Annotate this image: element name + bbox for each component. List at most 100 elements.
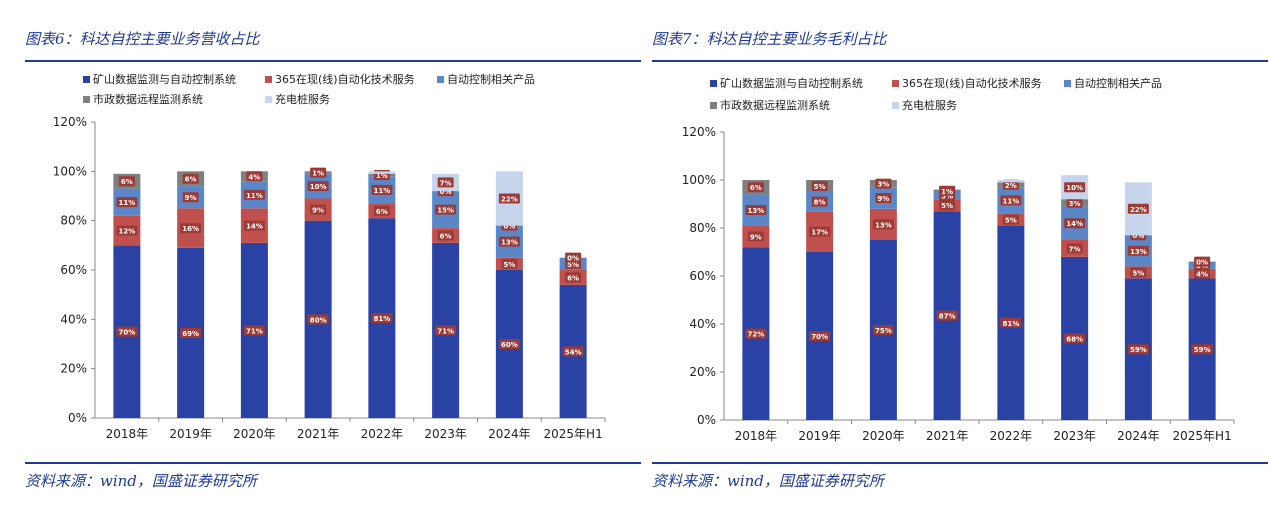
legend-swatch [83,76,90,83]
panel-gross-profit-share: 图表7：科达自控主要业务毛利占比 矿山数据监测与自动控制系统 365在现(线)自动… [652,0,1268,520]
data-label-box [745,205,767,215]
data-label: 9% [750,233,762,241]
data-label-box [875,178,892,189]
legend-label: 市政数据远程监测系统 [93,92,203,106]
data-label-box [1194,256,1211,267]
data-label-box [1066,197,1083,208]
x-tick-label: 2024年 [1117,429,1160,443]
data-label: 6% [121,178,133,186]
data-label-box [371,313,393,324]
data-label-box [498,236,520,247]
data-label: 6% [185,176,197,184]
y-tick-label: 80% [60,214,87,228]
data-label-box [1194,268,1211,279]
legend-swatch [437,76,444,83]
data-label: 7% [440,179,452,187]
data-label: 1% [941,188,953,196]
data-label-box [116,326,138,337]
data-label-box [939,200,956,211]
data-label: 22% [501,195,518,203]
data-label: 70% [118,329,135,337]
title-rule [652,60,1268,62]
legend-swatch [892,80,899,87]
legend-swatch [710,80,717,87]
data-label: 4% [1196,271,1208,279]
x-tick-label: 2023年 [424,427,467,441]
y-tick-label: 120% [682,125,716,139]
data-label: 1% [312,170,324,178]
data-label-box [1064,333,1086,344]
data-label-box [747,231,764,242]
data-label-box [116,225,138,236]
data-label: 16% [182,225,199,233]
data-label: 11% [1002,197,1019,205]
data-label-box [246,171,263,182]
data-label-box [1130,267,1147,278]
data-label-box [745,328,767,339]
data-label: 0% [567,255,579,263]
figure-title: 图表6：科达自控主要业务营收占比 [25,30,260,48]
data-label: 5% [503,261,515,269]
data-label: 60% [501,341,518,349]
source-rule [25,462,641,464]
x-tick-label: 2025年H1 [544,427,603,441]
legend-swatch [710,102,717,109]
data-label: 81% [1002,320,1019,328]
figure-title: 图表7：科达自控主要业务毛利占比 [652,30,887,48]
data-label-box [180,327,202,338]
data-label: 54% [565,348,582,356]
data-label: 59% [1194,346,1211,354]
y-tick-label: 60% [689,269,716,283]
data-label-box [307,314,329,325]
data-label: 6% [750,184,762,192]
data-label-box [435,325,457,336]
x-tick-label: 2019年 [169,427,212,441]
data-label-box [310,204,327,215]
data-label-box [182,173,199,184]
data-label-box [435,204,457,215]
y-tick-label: 40% [689,317,716,331]
data-label-box [1002,214,1019,225]
data-label: 13% [875,221,892,229]
data-label: 3% [1069,200,1081,208]
data-label-box [182,192,199,203]
source-rule [652,462,1268,464]
data-label: 13% [747,207,764,215]
data-label: 12% [118,228,135,236]
legend-label: 充电桩服务 [902,98,957,112]
y-tick-label: 120% [53,115,87,129]
data-label: 17% [811,229,828,237]
data-label: 0% [503,223,515,231]
data-label-box [243,325,265,336]
legend-label: 自动控制相关产品 [1074,76,1162,90]
data-label: 71% [437,327,454,335]
data-label-box [811,181,828,191]
data-label-box [310,167,327,178]
revenue-share-chart: 矿山数据监测与自动控制系统 365在现(线)自动化技术服务 自动控制相关产品市政数据… [53,72,606,441]
data-label: 14% [246,223,263,231]
data-label-box [809,226,831,237]
data-label-box [498,193,520,204]
data-label: 3% [877,181,889,189]
data-label-box [1127,344,1149,355]
data-label: 3% [941,193,953,201]
legend-swatch [265,76,272,83]
source-note: 资料来源：wind，国盛证券研究所 [652,472,884,490]
data-label-box [1000,195,1022,206]
data-label-box [747,182,764,193]
data-label: 22% [1130,206,1147,214]
data-label: 13% [1130,248,1147,256]
data-label: 2% [1005,182,1017,190]
data-label: 10% [1066,184,1083,192]
data-label-box [371,184,393,195]
data-label: 80% [310,316,327,324]
data-label-box [437,230,454,241]
data-label-box [936,310,958,321]
data-label: 5% [941,202,953,210]
y-tick-label: 0% [68,411,87,425]
data-label: 75% [875,327,892,335]
data-label: 15% [437,207,454,215]
data-label-box [872,325,894,335]
x-tick-label: 2021年 [297,427,340,441]
data-label: 8% [814,199,826,207]
